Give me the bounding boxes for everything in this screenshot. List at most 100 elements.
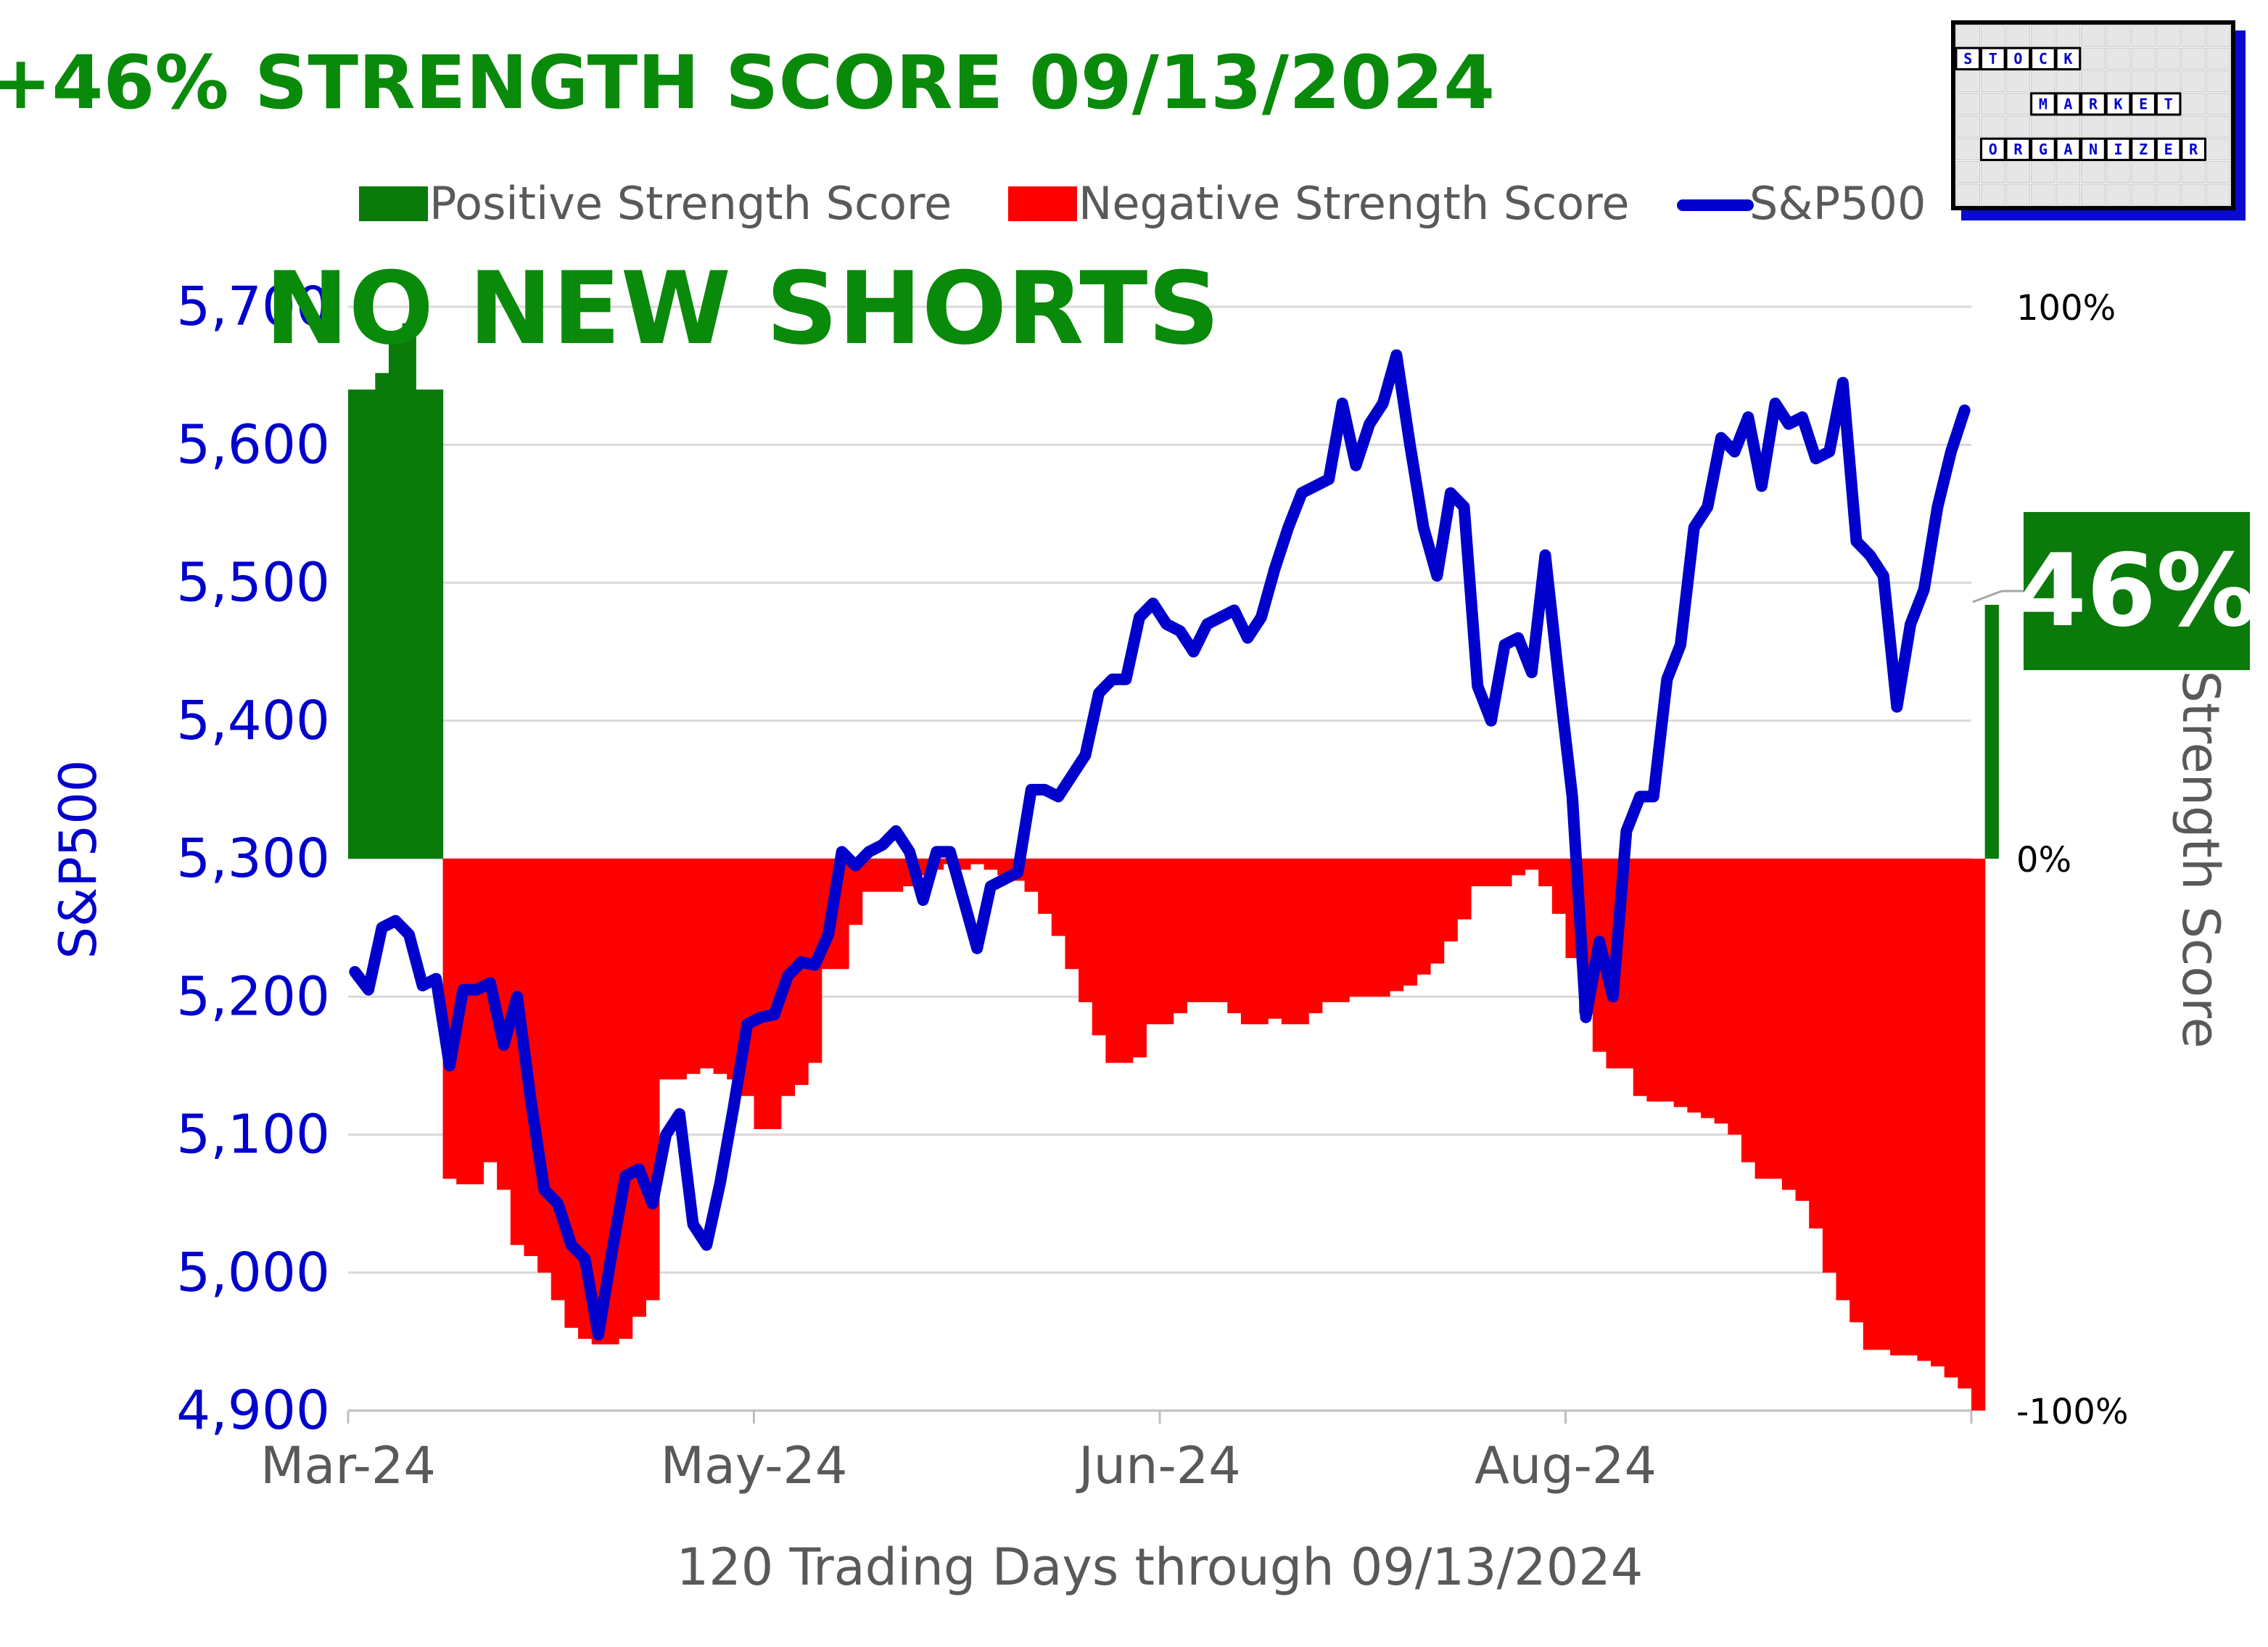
logo-letter-cell bbox=[2005, 46, 2032, 70]
logo-letter-cell bbox=[2030, 46, 2056, 70]
strength-bar bbox=[984, 859, 998, 870]
logo-letter-cell bbox=[2030, 137, 2056, 161]
strength-bar bbox=[1376, 859, 1390, 997]
logo-letter-cell bbox=[2055, 92, 2082, 116]
legend: Positive Strength Score Negative Strength… bbox=[359, 177, 1926, 230]
logo-letter: E bbox=[2164, 141, 2173, 158]
x-axis-title: 120 Trading Days through 09/13/2024 bbox=[677, 1537, 1644, 1597]
logo-letter: I bbox=[2114, 141, 2123, 158]
logo-cell bbox=[2106, 115, 2131, 138]
strength-bar bbox=[1633, 859, 1647, 1097]
legend-swatch-positive bbox=[359, 186, 428, 221]
logo-cell bbox=[2156, 161, 2181, 183]
logo-letter-cell bbox=[2130, 92, 2156, 116]
logo-cell bbox=[1981, 25, 2005, 47]
legend-label-positive: Positive Strength Score bbox=[429, 177, 952, 230]
strength-bar bbox=[1903, 859, 1918, 1355]
logo-letter-cell bbox=[2080, 137, 2106, 161]
badge-box bbox=[2024, 512, 2250, 670]
logo-cell bbox=[2081, 161, 2106, 183]
strength-bar bbox=[1430, 859, 1445, 964]
logo-letter-cell bbox=[2105, 92, 2132, 116]
logo-cell bbox=[2206, 161, 2231, 183]
strength-bar bbox=[1876, 859, 1891, 1350]
logo-cell bbox=[2206, 183, 2231, 206]
logo-cell bbox=[2181, 93, 2206, 115]
strength-bar bbox=[1227, 859, 1242, 1014]
strength-bar bbox=[1240, 859, 1255, 1025]
strength-bar bbox=[1701, 859, 1715, 1118]
logo-cell bbox=[2081, 25, 2106, 47]
strength-bar bbox=[1281, 859, 1296, 1025]
logo-letter: S bbox=[1963, 50, 1972, 67]
logo-cell bbox=[2206, 70, 2231, 93]
strength-bar bbox=[1890, 859, 1905, 1355]
logo-letter: A bbox=[2063, 95, 2072, 112]
strength-bar bbox=[862, 859, 876, 892]
y-right-tick-label: 100% bbox=[2016, 288, 2116, 329]
strength-bar bbox=[1119, 859, 1134, 1063]
strength-bar bbox=[564, 859, 579, 1328]
logo-cell bbox=[2131, 115, 2156, 138]
x-tick-label: Jun-24 bbox=[1076, 1436, 1241, 1495]
strength-bar bbox=[1728, 859, 1742, 1135]
badge-connector bbox=[1972, 590, 2024, 603]
strength-bar bbox=[1551, 859, 1567, 915]
strength-bar bbox=[1146, 859, 1160, 1025]
strength-bar bbox=[1443, 859, 1458, 942]
strength-bar bbox=[754, 859, 768, 1129]
strength-bar bbox=[1484, 859, 1498, 887]
logo-cell bbox=[2181, 70, 2206, 93]
strength-bar bbox=[1944, 859, 1958, 1378]
strength-bar bbox=[1200, 859, 1215, 1002]
logo-cell bbox=[2081, 47, 2106, 70]
strength-bar bbox=[1268, 859, 1282, 1019]
strength-bar bbox=[619, 859, 633, 1340]
logo-cell bbox=[2156, 47, 2181, 70]
strength-bar bbox=[713, 859, 727, 1074]
strength-bar bbox=[1809, 859, 1823, 1229]
logo-letter: R bbox=[2089, 95, 2098, 112]
logo-cell bbox=[2206, 25, 2231, 47]
strength-bar bbox=[1335, 859, 1350, 1002]
logo-cell bbox=[2181, 183, 2206, 206]
strength-bar bbox=[1836, 859, 1850, 1300]
logo-cell bbox=[2106, 25, 2131, 47]
logo-cell bbox=[2181, 47, 2206, 70]
logo-cell bbox=[1955, 25, 1981, 47]
logo-cell bbox=[2181, 25, 2206, 47]
strength-bar bbox=[727, 859, 741, 1080]
logo-grid: S T O C KM A R K E TO R G A N I Z E R bbox=[1955, 25, 2231, 206]
logo-cell bbox=[2005, 70, 2031, 93]
axes bbox=[347, 1409, 1973, 1424]
strength-bar bbox=[1525, 859, 1539, 870]
logo-letter: A bbox=[2063, 141, 2072, 158]
strength-bar bbox=[1795, 859, 1810, 1201]
strength-bars bbox=[348, 323, 1999, 1411]
logo-letter: R bbox=[2013, 141, 2023, 158]
logo-cell bbox=[1981, 161, 2005, 183]
strength-bar bbox=[1781, 859, 1797, 1190]
strength-badge: 46% bbox=[1972, 512, 2256, 670]
strength-bar bbox=[1850, 859, 1864, 1323]
strength-bar bbox=[469, 859, 484, 1184]
strength-bar bbox=[1971, 859, 1986, 1411]
logo-cell bbox=[1955, 93, 1981, 115]
strength-bar bbox=[388, 334, 403, 859]
logo-letter: N bbox=[2089, 141, 2098, 158]
strength-bar bbox=[1321, 859, 1337, 1002]
strength-bar bbox=[1362, 859, 1377, 997]
logo-cell bbox=[2055, 115, 2081, 138]
strength-bar bbox=[849, 859, 863, 925]
strength-bar bbox=[672, 859, 687, 1080]
strength-bar bbox=[1741, 859, 1756, 1163]
logo-cell bbox=[2156, 25, 2181, 47]
strength-bar bbox=[402, 323, 416, 859]
strength-bar bbox=[1024, 859, 1039, 892]
y-right-tick-label: -100% bbox=[2016, 1392, 2129, 1432]
y-right-tick-label: 0% bbox=[2016, 840, 2071, 880]
logo-cell bbox=[2055, 70, 2081, 93]
logo-cell bbox=[2081, 115, 2106, 138]
